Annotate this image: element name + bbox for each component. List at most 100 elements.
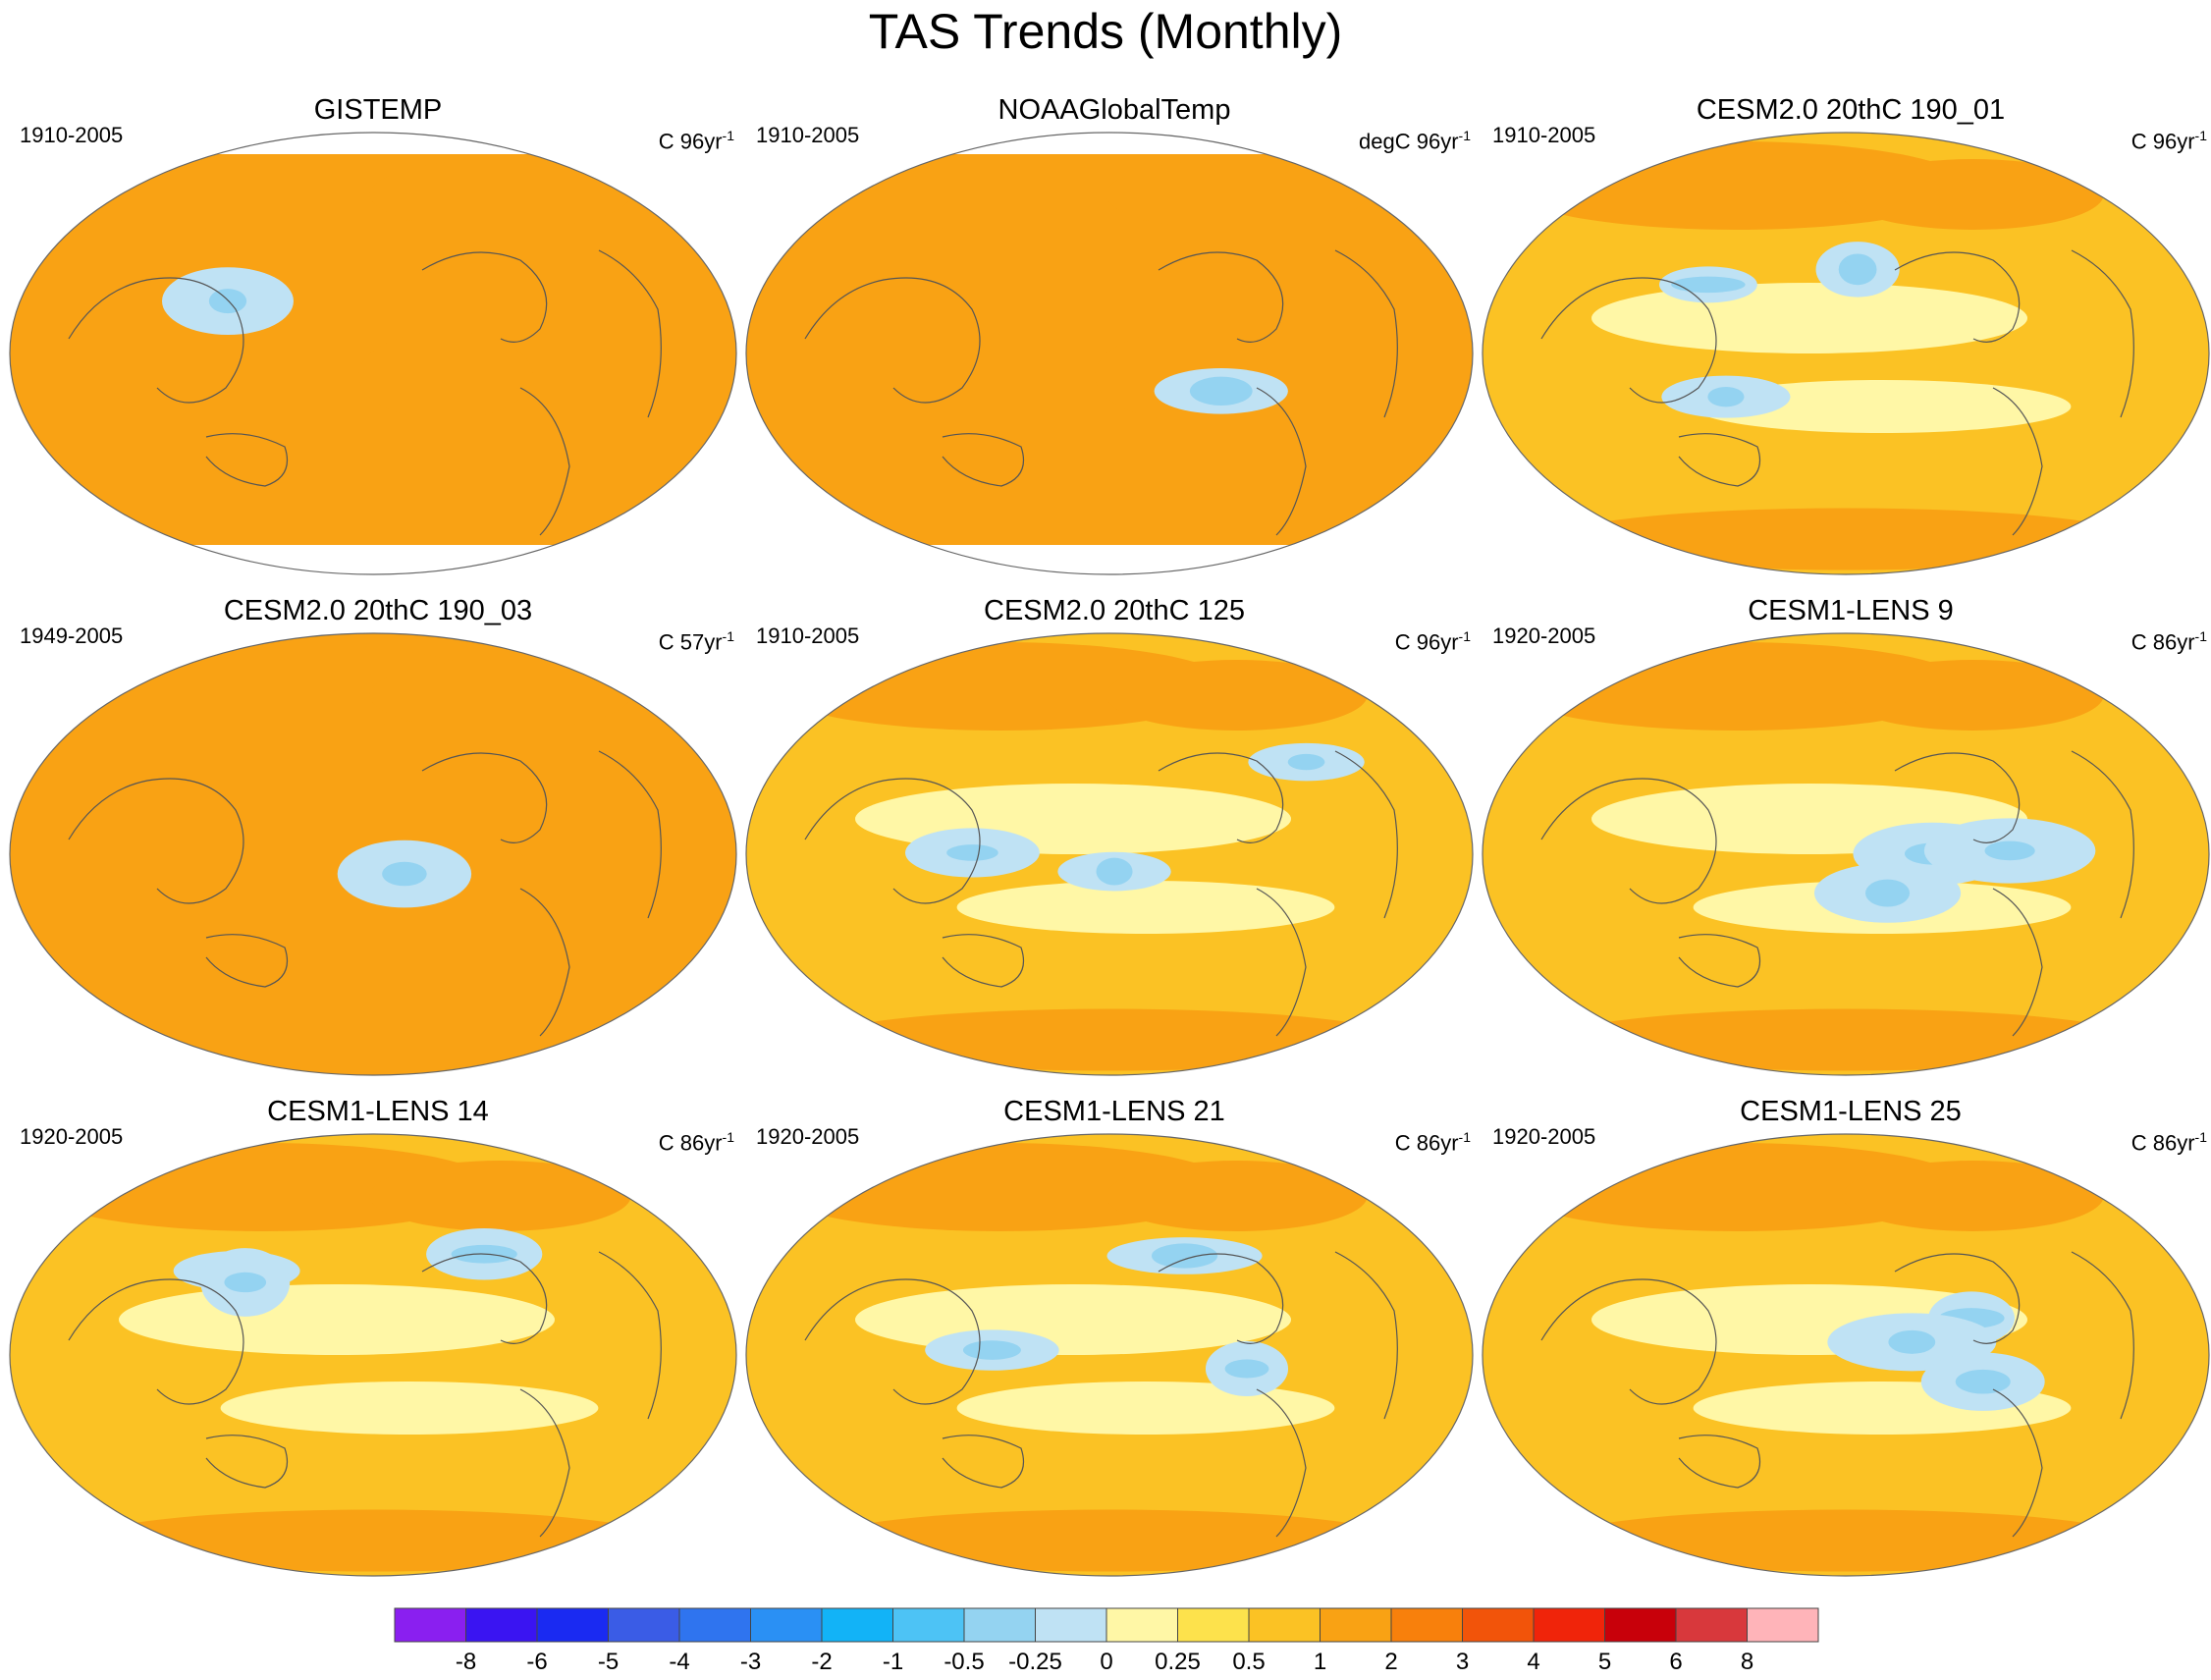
coastline: [421, 251, 548, 343]
panel-units-text: C 96yr: [2130, 129, 2195, 154]
warm-region: [358, 331, 533, 420]
missing-data-region: [746, 545, 1473, 574]
colorbar-bin: [1248, 1607, 1321, 1643]
map-panel: CESM2.0 20thC 125 1910-2005 C 96yr-1: [745, 594, 1483, 1085]
warm-region: [1842, 159, 2104, 230]
panel-units: C 57yr-1: [659, 623, 734, 655]
coastline: [421, 1253, 548, 1344]
coastline: [68, 1278, 244, 1405]
coastline: [519, 1388, 570, 1538]
colorbar-bin: [1675, 1607, 1748, 1643]
coastline: [598, 249, 662, 418]
map-border: [9, 632, 737, 1076]
colorbar-tick-label: 2: [1384, 1649, 1397, 1675]
coastline: [1334, 1251, 1398, 1420]
coastline: [804, 1278, 981, 1405]
panel-units-exponent: -1: [1458, 128, 1471, 143]
coastline: [1256, 888, 1307, 1037]
warm-region: [369, 159, 631, 230]
map-panel: GISTEMP 1910-2005 C 96yr-1: [9, 93, 746, 584]
colorbar-tick-label: -1: [883, 1649, 903, 1675]
coastline: [1992, 1388, 2043, 1538]
panel-units: C 96yr-1: [659, 123, 734, 154]
cooling-region: [1984, 840, 2035, 861]
panel-title: CESM1-LENS 14: [267, 1096, 489, 1127]
weak-trend-region: [855, 1284, 1291, 1355]
coastline: [68, 778, 244, 904]
coastline: [1894, 1253, 2021, 1344]
warm-region: [1842, 660, 2104, 731]
map-panel: CESM1-LENS 25 1920-2005 C 86yr-1: [1482, 1095, 2211, 1586]
colorbar-bin: [1747, 1607, 1819, 1643]
colorbar-tick-label: -4: [669, 1649, 689, 1675]
panel-period: 1910-2005: [756, 623, 860, 648]
colorbar-bin: [963, 1607, 1036, 1643]
panel-title: CESM2.0 20thC 190_03: [223, 595, 533, 626]
cooling-region: [1865, 879, 1911, 907]
panel-units-exponent: -1: [722, 1129, 734, 1145]
cooling-region: [962, 1340, 1021, 1360]
coastline: [804, 277, 981, 404]
coastline: [1894, 251, 2021, 343]
warm-region: [1106, 1161, 1368, 1231]
panel-units: C 96yr-1: [2131, 123, 2207, 154]
panel-units-exponent: -1: [722, 628, 734, 644]
cooling-region: [224, 1272, 267, 1293]
colorbar-tick-label: 0.25: [1155, 1649, 1201, 1675]
cooling-region: [1955, 1369, 2011, 1394]
colorbar-tick-label: -0.5: [944, 1649, 984, 1675]
weak-trend-region: [956, 881, 1335, 934]
panel-units: C 86yr-1: [659, 1124, 734, 1156]
map-border: [745, 132, 1474, 575]
coastline: [519, 387, 570, 536]
colorbar-bin: [678, 1607, 751, 1643]
coastline: [598, 750, 662, 919]
figure-title: TAS Trends (Monthly): [868, 4, 1343, 59]
panel-units-exponent: -1: [1458, 628, 1471, 644]
colorbar-bin: [750, 1607, 823, 1643]
panel-period: 1949-2005: [20, 623, 124, 648]
map-panel: CESM1-LENS 9 1920-2005 C 86yr-1: [1482, 594, 2211, 1085]
coastline: [804, 778, 981, 904]
panel-title: CESM1-LENS 9: [1748, 595, 1954, 626]
colorbar-bin: [1390, 1607, 1463, 1643]
map-panel: NOAAGlobalTemp 1910-2005 degC 96yr-1: [745, 93, 1483, 584]
panel-title: CESM1-LENS 25: [1740, 1096, 1962, 1127]
missing-data-region: [10, 545, 736, 574]
cooling-region: [1707, 386, 1745, 407]
panel-units-text: C 86yr: [2130, 1130, 2195, 1156]
colorbar-bin: [1604, 1607, 1677, 1643]
colorbar-tick-label: 4: [1527, 1649, 1539, 1675]
colorbar-tick-label: -3: [740, 1649, 761, 1675]
colorbar-bin: [892, 1607, 965, 1643]
coastline: [598, 1251, 662, 1420]
coastline: [1256, 1388, 1307, 1538]
panel-units: degC 96yr-1: [1359, 123, 1471, 154]
coastline: [942, 433, 1025, 487]
colorbar-bin: [465, 1607, 538, 1643]
map-panel: CESM2.0 20thC 190_03 1949-2005 C 57yr-1: [9, 594, 746, 1085]
colorbar-tick-label: -2: [811, 1649, 832, 1675]
coastline: [1678, 433, 1761, 487]
coastline: [1158, 752, 1284, 843]
cooling-region: [1838, 253, 1877, 286]
coastline: [1158, 1253, 1284, 1344]
panel-units-text: C 57yr: [658, 629, 723, 655]
weak-trend-region: [1591, 283, 2027, 353]
panel-units-text: C 86yr: [658, 1130, 723, 1156]
panel-title: CESM2.0 20thC 125: [984, 595, 1245, 626]
panel-units-text: C 96yr: [1394, 629, 1459, 655]
map-border: [9, 1133, 737, 1577]
panel-units-text: degC 96yr: [1359, 129, 1459, 154]
panel-period: 1910-2005: [756, 123, 860, 147]
coastline: [1678, 1435, 1761, 1489]
global-map: [1482, 632, 2210, 1076]
map-panel: CESM1-LENS 21 1920-2005 C 86yr-1: [745, 1095, 1483, 1586]
colorbar-tick-label: 3: [1456, 1649, 1469, 1675]
global-map: [1482, 132, 2210, 575]
weak-trend-region: [119, 1284, 555, 1355]
cooling-region: [1151, 1243, 1218, 1269]
warm-region: [819, 1008, 1400, 1071]
warm-region: [1555, 1008, 2136, 1071]
colorbar-bin: [1320, 1607, 1392, 1643]
